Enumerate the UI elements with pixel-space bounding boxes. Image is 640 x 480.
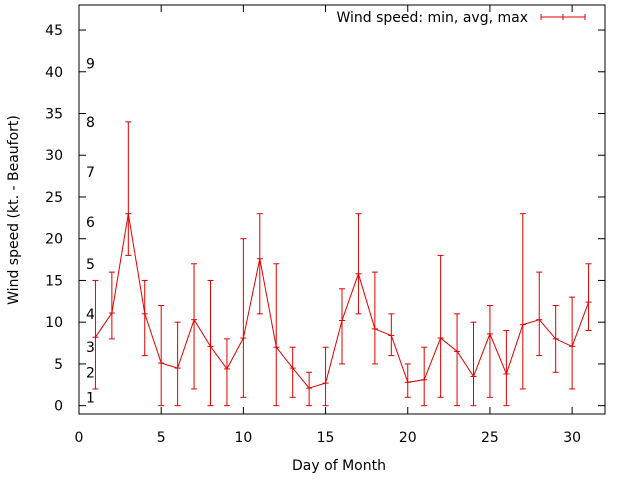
y-tick-label: 25	[45, 190, 63, 206]
beaufort-label: 4	[86, 307, 95, 323]
y-tick-label: 5	[54, 357, 63, 373]
y-tick-label: 40	[45, 65, 63, 81]
series-wind-speed-min-avg-max	[92, 121, 592, 407]
x-tick-label: 5	[157, 430, 166, 446]
x-tick-label: 0	[75, 430, 84, 446]
beaufort-label: 6	[86, 215, 95, 231]
x-axis-title: Day of Month	[292, 458, 386, 474]
x-tick-label: 25	[481, 430, 499, 446]
legend-swatch	[540, 14, 586, 20]
beaufort-label: 7	[86, 165, 95, 181]
x-tick-label: 15	[317, 430, 335, 446]
y-tick-label: 0	[54, 399, 63, 415]
beaufort-label: 5	[86, 257, 95, 273]
legend: Wind speed: min, avg, max	[336, 10, 586, 26]
y-tick-label: 45	[45, 23, 63, 39]
x-tick-label: 10	[234, 430, 252, 446]
beaufort-label: 3	[86, 340, 95, 356]
y-tick-label: 35	[45, 107, 63, 123]
x-tick-label: 20	[399, 430, 417, 446]
beaufort-label: 1	[86, 390, 95, 406]
y-tick-label: 15	[45, 273, 63, 289]
y-axis-title: Wind speed (kt. - Beaufort)	[6, 115, 22, 305]
x-tick-label: 30	[563, 430, 581, 446]
plot-frame	[78, 4, 606, 415]
y-tick-label: 30	[45, 148, 63, 164]
y-tick-label: 10	[45, 315, 63, 331]
legend-label: Wind speed: min, avg, max	[336, 10, 528, 26]
beaufort-label: 8	[86, 115, 95, 131]
beaufort-label: 2	[86, 365, 95, 381]
beaufort-scale-labels: 1 2 3 4 5 6 7 8 9	[86, 56, 95, 406]
y-tick-label: 20	[45, 232, 63, 248]
axis-ticks	[78, 5, 605, 414]
beaufort-label: 9	[86, 56, 95, 72]
series-layer	[92, 121, 592, 407]
